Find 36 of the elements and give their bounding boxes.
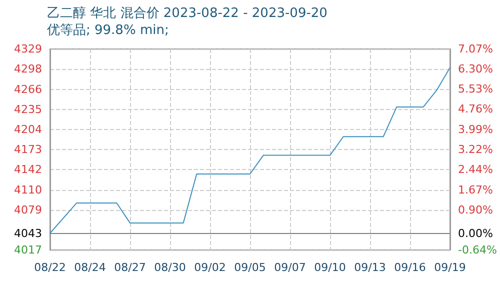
y-tick-label: 4266: [14, 83, 42, 96]
y-tick-label: 4110: [14, 184, 42, 197]
y-tick-label: 4043: [14, 226, 42, 240]
y-tick-label: 4298: [14, 62, 42, 76]
y-tick-label: 4142: [14, 162, 42, 176]
y-tick-label: 4329: [14, 42, 42, 56]
x-tick-label: 09/05: [234, 261, 266, 274]
y2-tick-label: 3.99%: [458, 122, 493, 136]
x-tick-label: 09/16: [394, 261, 426, 274]
y2-tick-label: 6.30%: [458, 62, 493, 76]
y2-tick-label: 4.76%: [458, 102, 493, 116]
x-tick-label: 09/07: [274, 261, 306, 274]
x-tick-label: 08/24: [74, 261, 106, 274]
x-tick-label: 09/02: [194, 261, 226, 274]
x-tick-label: 08/22: [34, 261, 66, 274]
y-tick-label: 4173: [14, 143, 42, 156]
y2-tick-label: 5.53%: [458, 82, 493, 96]
y-tick-label: 4204: [14, 123, 42, 136]
x-tick-label: 08/30: [154, 261, 186, 274]
chart-title: 乙二醇 华北 混合价 2023-08-22 - 2023-09-20: [47, 6, 328, 21]
chart-subtitle: 优等品; 99.8% min;: [47, 23, 169, 38]
x-tick-label: 09/10: [314, 261, 346, 274]
x-tick-label: 09/13: [354, 261, 386, 274]
y2-tick-label: 3.22%: [458, 142, 493, 156]
y2-tick-label: 7.07%: [458, 42, 493, 56]
y-tick-label: 4079: [14, 204, 42, 217]
y2-tick-label: 1.67%: [458, 183, 493, 196]
x-tick-label: 08/27: [114, 261, 146, 274]
y-tick-label: 4235: [14, 103, 42, 116]
y-tick-label: 4017: [14, 244, 42, 256]
y2-tick-label: 0.90%: [458, 203, 493, 216]
line-series: [50, 67, 450, 234]
y2-tick-label: -0.64%: [458, 244, 497, 256]
y2-tick-label: 2.44%: [458, 163, 493, 176]
y2-tick-label: 0.00%: [458, 226, 493, 240]
x-tick-label: 09/19: [434, 261, 466, 274]
